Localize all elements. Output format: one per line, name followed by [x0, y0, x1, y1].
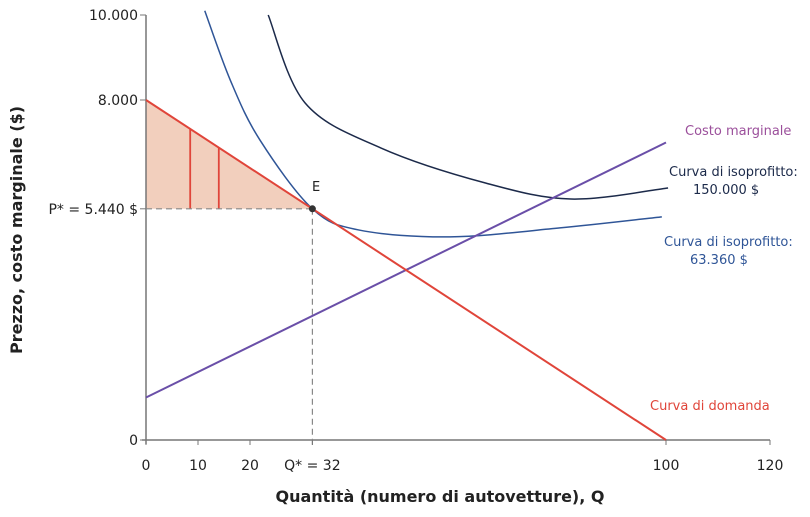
isoprofit-low-label: Curva di isoprofitto: 63.360 $: [664, 235, 797, 268]
equilibrium-label: E: [312, 180, 320, 195]
y-axis-title: Prezzo, costo marginale ($): [7, 106, 26, 354]
y-tick-label: 8.000: [98, 93, 138, 109]
x-tick-label: 10: [189, 458, 207, 474]
isoprofit-low-name: Curva di isoprofitto:: [664, 235, 793, 250]
mc-label: Costo marginale: [685, 124, 791, 139]
equilibrium-point: [308, 205, 316, 213]
x-tick-label: 20: [241, 458, 259, 474]
demand-line: [145, 99, 667, 441]
y-tick-label: 0: [129, 433, 138, 449]
y-tick-label: 10.000: [89, 8, 138, 24]
isoprofit-low-value: 63.360 $: [690, 253, 748, 268]
isoprofit-high-label: Curva di isoprofitto: 150.000 $: [669, 165, 802, 198]
isoprofit-high-name: Curva di isoprofitto:: [669, 165, 798, 180]
isoprofit-curve-63360: [204, 10, 662, 238]
x-tick-label: 0: [142, 458, 151, 474]
x-tick-label: Q* = 32: [284, 458, 340, 474]
isoprofit-curve-150000: [267, 14, 669, 200]
x-tick-label: 100: [653, 458, 680, 474]
y-tick-label: P* = 5.440 $: [48, 202, 138, 218]
isoprofit-high-value: 150.000 $: [693, 183, 759, 198]
demand-label: Curva di domanda: [650, 399, 770, 414]
x-axis-title: Quantità (numero di autovetture), Q: [275, 487, 604, 506]
x-tick-label: 120: [757, 458, 784, 474]
